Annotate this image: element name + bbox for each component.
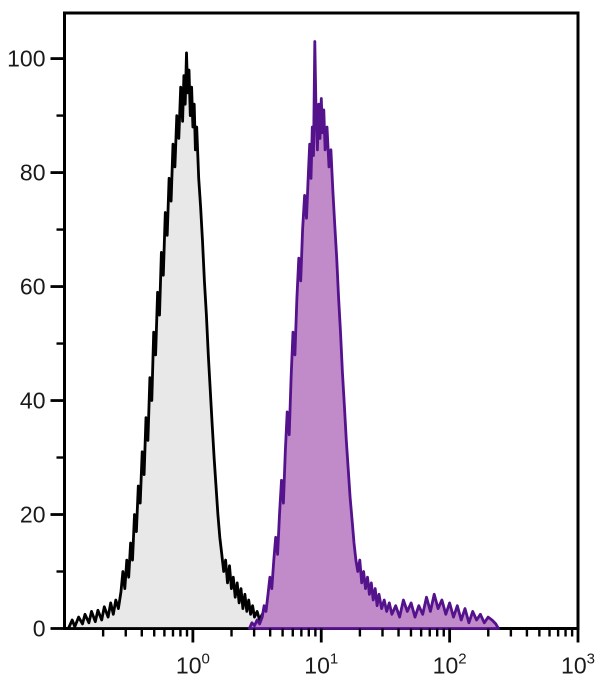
y-tick-label: 80 xyxy=(20,160,46,186)
x-tick-label: 102 xyxy=(433,651,467,679)
y-axis-labels: 0 20 40 60 80 100 xyxy=(7,46,45,642)
x-tick-label: 103 xyxy=(561,651,595,679)
y-tick-label: 60 xyxy=(20,274,46,300)
stained-histogram-path xyxy=(248,40,500,630)
y-axis-ticks xyxy=(50,57,65,630)
x-tick-label: 101 xyxy=(304,651,338,679)
x-axis-labels: 100 101 102 103 xyxy=(176,651,595,679)
histogram-series xyxy=(67,40,500,630)
y-tick-label: 20 xyxy=(20,502,46,528)
y-tick-label: 40 xyxy=(20,388,46,414)
control-histogram-path xyxy=(67,51,272,630)
y-tick-label: 100 xyxy=(7,46,45,72)
x-axis-ticks xyxy=(101,628,580,643)
y-tick-label: 0 xyxy=(33,616,46,642)
x-tick-label: 100 xyxy=(176,651,210,679)
